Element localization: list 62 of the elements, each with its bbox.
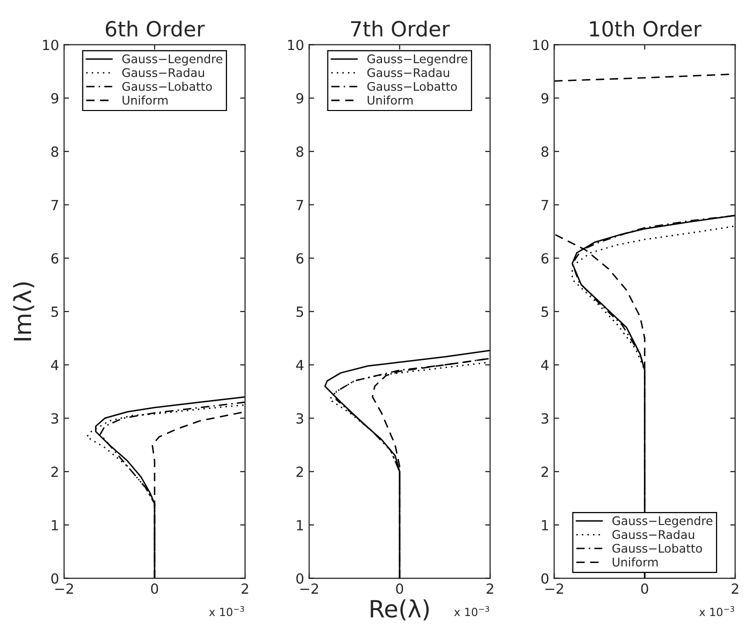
x-tick-label: 2 [486, 583, 494, 594]
y-tick-label: 7 [52, 200, 58, 210]
y-tick-label: 1 [296, 520, 303, 530]
x-tick-label: −2 [545, 583, 564, 594]
y-tick-label: 9 [51, 93, 58, 104]
y-tick-label: 5 [542, 306, 548, 317]
text: x 10$^{−3}$ [454, 606, 490, 616]
y-tick-label: 3 [542, 413, 548, 424]
y-tick-label: 10 [43, 40, 58, 50]
legend-label: Gauss−Lobatto [612, 544, 702, 553]
y-tick-label: 9 [296, 93, 304, 104]
y-tick-label: 8 [541, 146, 548, 157]
y-tick-label: 4 [541, 360, 549, 370]
y-tick-label: 1 [542, 520, 548, 530]
y-tick-label: 4 [51, 360, 58, 370]
legend-label: Gauss−Radau [367, 68, 450, 78]
y-tick-label: 2 [296, 466, 303, 477]
chart-title: 7th Order [351, 20, 450, 37]
y-tick-label: 8 [51, 146, 58, 157]
x-tick-label: −2 [300, 583, 318, 594]
y-tick-label: 9 [541, 93, 548, 104]
x-tick-label: −2 [55, 583, 73, 594]
y-tick-label: 0 [296, 573, 304, 584]
y-tick-label: 4 [296, 360, 304, 370]
legend-label: Gauss−Legendre [367, 54, 468, 66]
y-tick-label: 2 [542, 466, 548, 477]
legend-label: Gauss−Lobatto [367, 82, 457, 91]
x-tick-label: 2 [732, 583, 738, 594]
legend-label: Gauss−Legendre [122, 54, 222, 66]
y-tick-label: 6 [296, 253, 304, 264]
text: x 10$^{−3}$ [699, 606, 734, 616]
chart-title: 6th Order [106, 20, 205, 37]
y-tick-label: 7 [542, 200, 548, 210]
y-axis-title: Im(λ) [13, 282, 34, 340]
y-tick-label: 6 [541, 253, 548, 264]
chart-title: 10th Order [590, 20, 702, 37]
y-tick-label: 10 [533, 40, 548, 50]
text: x 10$^{−3}$ [209, 606, 244, 616]
y-tick-label: 3 [51, 413, 58, 424]
y-tick-label: 10 [288, 40, 304, 50]
y-tick-label: 5 [296, 306, 304, 317]
legend-label: Gauss−Lobatto [122, 82, 212, 91]
y-tick-label: 3 [296, 413, 304, 424]
x-tick-label: 0 [396, 583, 404, 594]
y-tick-label: 1 [52, 520, 58, 530]
legend-label: Gauss−Radau [122, 68, 204, 78]
y-tick-label: 8 [296, 146, 304, 157]
y-tick-label: 5 [51, 306, 58, 317]
y-tick-label: 0 [51, 573, 58, 584]
legend-label: Uniform [368, 96, 413, 105]
y-tick-label: 2 [51, 466, 58, 477]
y-tick-label: 0 [541, 573, 548, 584]
legend-label: Gauss−Legendre [612, 516, 712, 528]
legend-label: Uniform [122, 96, 168, 105]
legend-label: Uniform [612, 557, 658, 567]
x-tick-label: 0 [151, 583, 158, 594]
legend-label: Gauss−Radau [612, 530, 694, 539]
x-axis-title: Re(λ) [370, 599, 429, 620]
x-tick-label: 0 [641, 583, 648, 594]
x-tick-label: 2 [242, 583, 248, 594]
y-tick-label: 7 [296, 200, 304, 210]
y-tick-label: 6 [51, 253, 58, 264]
